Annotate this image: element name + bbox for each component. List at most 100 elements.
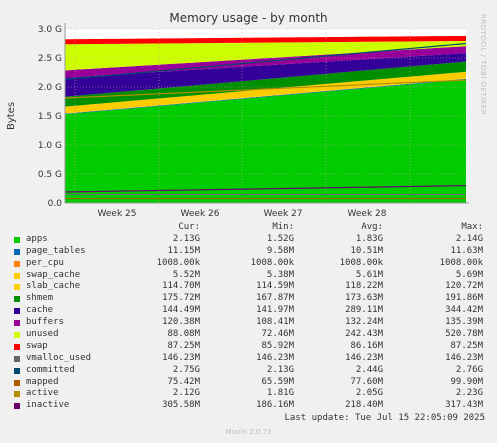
legend-series-name: shmem <box>26 293 54 304</box>
y-tick-label: 1.5 G <box>38 112 62 122</box>
legend-table: Cur: Min: Avg: Max: apps 2.13G 1.52G 1.83G 2… <box>14 222 494 412</box>
legend-max: 2.23G <box>455 388 483 399</box>
legend-max: 520.78M <box>445 329 483 340</box>
legend-series-name: page_tables <box>26 245 86 256</box>
line-active <box>64 79 467 99</box>
legend-series-name: committed <box>26 364 75 375</box>
chart-title: Memory usage - by month <box>169 11 328 25</box>
legend-min: 186.16M <box>256 400 294 411</box>
legend-row-swap_cache: swap_cache 5.52M 5.38M 5.61M 5.69M <box>14 270 494 282</box>
legend-cur: 1008.00k <box>156 257 200 268</box>
legend-swatch <box>14 379 20 386</box>
legend-cur: 75.42M <box>167 376 200 387</box>
legend-min: 9.58M <box>266 245 294 256</box>
legend-swatch <box>14 272 20 279</box>
legend-min: 1008.00k <box>250 257 294 268</box>
legend-swatch <box>14 332 20 339</box>
legend-avg: 10.51M <box>350 245 383 256</box>
legend-swatch <box>14 296 20 303</box>
legend-series-name: cache <box>26 305 54 316</box>
y-axis-label: Bytes <box>6 102 17 130</box>
legend-avg: 118.22M <box>345 281 383 292</box>
legend-cur: 11.15M <box>167 245 200 256</box>
legend-min: 72.46M <box>261 329 294 340</box>
legend-series-name: mapped <box>26 376 59 387</box>
legend-swatch <box>14 403 20 410</box>
legend-swatch <box>14 308 20 315</box>
legend-min: 65.59M <box>261 376 294 387</box>
legend-row-swap: swap 87.25M 85.92M 86.16M 87.25M <box>14 341 494 353</box>
legend-min: 108.41M <box>256 317 294 328</box>
area-page_tables <box>65 78 466 115</box>
legend-series-name: buffers <box>26 317 64 328</box>
legend-swatch <box>14 248 20 255</box>
legend-row-per_cpu: per_cpu 1008.00k 1008.00k 1008.00k 1008.00k <box>14 258 494 270</box>
legend-swatch <box>14 284 20 291</box>
legend-row-active: active 2.12G 1.81G 2.05G 2.23G <box>14 388 494 400</box>
legend-swatch <box>14 355 20 362</box>
legend-max: 120.72M <box>445 281 483 292</box>
legend-max: 2.14G <box>455 233 483 244</box>
y-tick-label: 0.5 G <box>38 170 62 180</box>
legend-cur: 2.12G <box>172 388 200 399</box>
legend-row-unused: unused 88.08M 72.46M 242.43M 520.78M <box>14 329 494 341</box>
legend-avg: 2.05G <box>355 388 383 399</box>
legend-cur: 175.72M <box>162 293 200 304</box>
legend-swatch <box>14 320 20 327</box>
legend-series-name: swap_cache <box>26 269 81 280</box>
legend-max: 2.76G <box>455 364 483 375</box>
legend-series-name: unused <box>26 329 59 340</box>
area-shmem <box>65 61 466 107</box>
legend-rows: apps 2.13G 1.52G 1.83G 2.14G page_tables 11.15… <box>14 234 494 412</box>
legend-swatch <box>14 260 20 267</box>
area-unused <box>65 40 466 71</box>
area-cache <box>65 53 466 97</box>
legend-avg: 289.11M <box>345 305 383 316</box>
area-swap <box>65 35 466 45</box>
legend-swatch <box>14 343 20 350</box>
overlay-lines <box>64 42 467 200</box>
legend-avg: 242.43M <box>345 329 383 340</box>
legend-avg: 1008.00k <box>339 257 383 268</box>
legend-avg: 1.83G <box>355 233 383 244</box>
legend-min: 5.38M <box>266 269 294 280</box>
legend-series-name: per_cpu <box>26 257 64 268</box>
legend-header-cur: Cur: <box>178 222 200 232</box>
legend-max: 87.25M <box>450 340 483 351</box>
x-tick-label: Week 26 <box>181 209 220 219</box>
y-tick-label: 2.0 G <box>38 83 62 93</box>
legend-min: 1.81G <box>266 388 294 399</box>
legend-cur: 144.49M <box>162 305 200 316</box>
legend-series-name: apps <box>26 233 48 244</box>
y-tick-label: 2.5 G <box>38 54 62 64</box>
legend-max: 135.39M <box>445 317 483 328</box>
legend-header-min: Min: <box>272 222 294 232</box>
legend-series-name: slab_cache <box>26 281 81 292</box>
line-inactive <box>64 185 467 193</box>
legend-row-vmalloc_used: vmalloc_used 146.23M 146.23M 146.23M 146.23M <box>14 353 494 365</box>
axes: 0.0 0.5 G 1.0 G 1.5 G 2.0 G 2.5 G 3.0 G Week 25… <box>38 23 469 219</box>
legend-swatch <box>14 367 20 374</box>
legend-header-avg: Avg: <box>361 222 383 232</box>
legend-min: 1.52G <box>266 233 294 244</box>
legend-max: 191.86M <box>445 293 483 304</box>
legend-row-apps: apps 2.13G 1.52G 1.83G 2.14G <box>14 234 494 246</box>
legend-min: 141.97M <box>256 305 294 316</box>
legend-row-committed: committed 2.75G 2.13G 2.44G 2.76G <box>14 365 494 377</box>
legend-series-name: swap <box>26 340 48 351</box>
y-tick-label: 3.0 G <box>38 25 62 35</box>
area-slab_cache <box>65 71 466 114</box>
legend-max: 11.63M <box>450 245 483 256</box>
legend-avg: 86.16M <box>350 340 383 351</box>
legend-min: 114.59M <box>256 281 294 292</box>
rrdtool-credit: RRDTOOL / TOBI OETIKER <box>479 14 487 116</box>
legend-cur: 5.52M <box>172 269 200 280</box>
legend-min: 146.23M <box>256 352 294 363</box>
area-apps <box>65 79 466 203</box>
legend-min: 85.92M <box>261 340 294 351</box>
x-tick-label: Week 25 <box>98 209 137 219</box>
legend-series-name: active <box>26 388 59 399</box>
legend-cur: 88.08M <box>167 329 200 340</box>
x-tick-label: Week 27 <box>264 209 303 219</box>
line-committed <box>64 42 467 81</box>
